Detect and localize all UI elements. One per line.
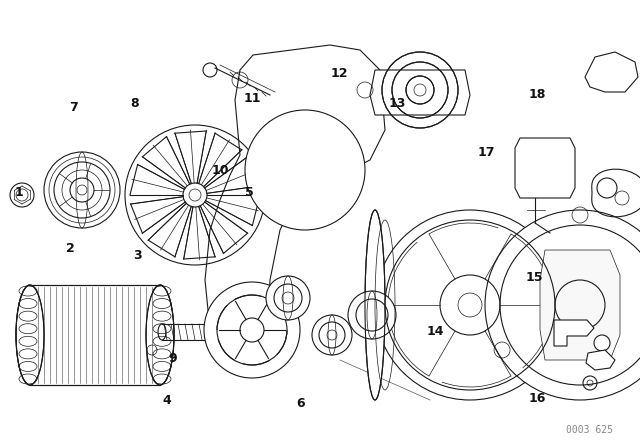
Text: 18: 18 bbox=[529, 87, 547, 101]
Circle shape bbox=[245, 110, 365, 230]
Text: 15: 15 bbox=[525, 271, 543, 284]
Text: 3: 3 bbox=[133, 249, 142, 262]
Polygon shape bbox=[205, 45, 385, 355]
Text: 1: 1 bbox=[15, 186, 24, 199]
Text: 16: 16 bbox=[529, 392, 547, 405]
Text: 11: 11 bbox=[244, 92, 262, 105]
Circle shape bbox=[266, 276, 310, 320]
Text: 9: 9 bbox=[168, 352, 177, 365]
Text: 0003 625: 0003 625 bbox=[566, 425, 614, 435]
Text: 6: 6 bbox=[296, 396, 305, 410]
Text: 7: 7 bbox=[69, 101, 78, 114]
Polygon shape bbox=[30, 285, 160, 385]
Polygon shape bbox=[585, 52, 638, 92]
Text: 4: 4 bbox=[162, 394, 171, 408]
Ellipse shape bbox=[16, 285, 44, 385]
Text: 10: 10 bbox=[212, 164, 230, 177]
Ellipse shape bbox=[146, 285, 174, 385]
Text: 14: 14 bbox=[426, 325, 444, 338]
Text: 17: 17 bbox=[477, 146, 495, 159]
Polygon shape bbox=[554, 320, 594, 346]
Text: 2: 2 bbox=[66, 242, 75, 255]
Circle shape bbox=[594, 335, 610, 351]
Polygon shape bbox=[586, 350, 615, 370]
Circle shape bbox=[597, 178, 617, 198]
Text: 8: 8 bbox=[130, 96, 139, 110]
Polygon shape bbox=[515, 138, 575, 198]
Circle shape bbox=[375, 210, 565, 400]
Ellipse shape bbox=[365, 210, 385, 400]
Text: 5: 5 bbox=[245, 186, 254, 199]
Circle shape bbox=[312, 315, 352, 355]
Circle shape bbox=[348, 291, 396, 339]
Circle shape bbox=[485, 210, 640, 400]
Circle shape bbox=[204, 282, 300, 378]
Text: 13: 13 bbox=[388, 96, 406, 110]
Text: 12: 12 bbox=[330, 67, 348, 81]
Polygon shape bbox=[540, 250, 620, 360]
Polygon shape bbox=[370, 70, 470, 115]
